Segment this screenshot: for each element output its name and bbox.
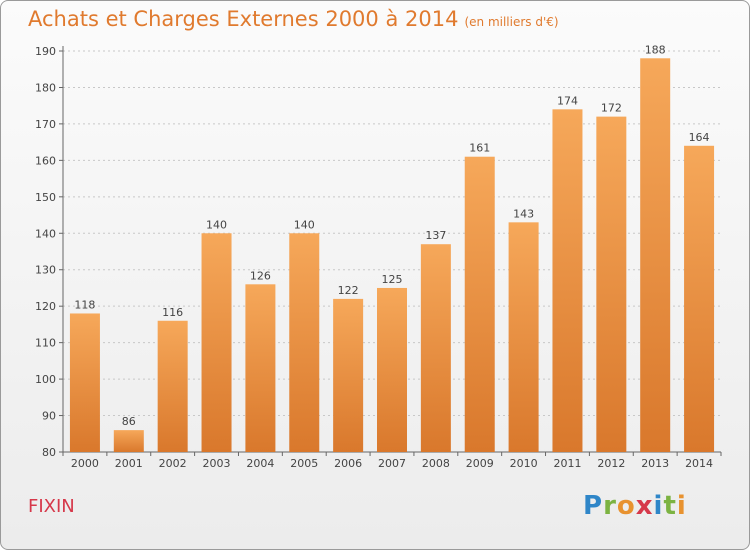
y-tick-label: 190 — [35, 45, 56, 58]
bar — [245, 284, 276, 452]
bar — [201, 233, 232, 452]
x-tick-label: 2006 — [334, 457, 362, 470]
commune-name: FIXIN — [28, 496, 75, 517]
x-tick-label: 2014 — [685, 457, 713, 470]
x-tick-label: 2007 — [378, 457, 406, 470]
data-label: 164 — [689, 131, 710, 144]
data-label: 143 — [513, 207, 534, 220]
x-tick-label: 2003 — [203, 457, 231, 470]
data-label: 174 — [557, 94, 578, 107]
x-tick-label: 2011 — [553, 457, 581, 470]
bar — [113, 430, 144, 452]
bar — [684, 145, 715, 453]
y-tick-label: 110 — [35, 337, 56, 350]
bar — [69, 313, 100, 452]
y-tick-label: 180 — [35, 81, 56, 94]
bar — [464, 156, 495, 452]
y-tick-label: 90 — [42, 410, 56, 423]
y-tick-label: 80 — [42, 446, 56, 459]
bar — [552, 109, 583, 452]
bar — [508, 222, 539, 452]
bar — [377, 287, 407, 452]
data-label: 137 — [425, 229, 446, 242]
bar — [640, 58, 671, 453]
data-label: 161 — [469, 142, 490, 155]
value-labels: 118 86 116 140 126 140 122 125 137 161 143 174 172 18… — [74, 43, 709, 428]
y-tick-label: 150 — [35, 191, 56, 204]
data-label: 140 — [206, 218, 227, 231]
x-tick-label: 2002 — [159, 457, 187, 470]
x-tick-label: 2010 — [510, 457, 538, 470]
y-tick-label: 140 — [35, 227, 56, 240]
bars — [69, 58, 715, 453]
chart-subtitle: (en milliers d'€) — [464, 15, 559, 29]
bar — [333, 298, 364, 452]
y-tick-label: 130 — [35, 264, 56, 277]
x-tick-label: 2012 — [597, 457, 625, 470]
x-tick-label: 2009 — [466, 457, 494, 470]
data-label: 140 — [294, 218, 315, 231]
data-label: 86 — [122, 415, 136, 428]
x-tick-label: 2001 — [115, 457, 143, 470]
chart-title-text: Achats et Charges Externes 2000 à 2014 — [28, 7, 459, 31]
x-tick-label: 2000 — [71, 457, 99, 470]
proxiti-logo: Proxiti — [583, 491, 687, 521]
y-tick-label: 100 — [35, 373, 56, 386]
bar — [157, 320, 188, 452]
y-tick-label: 160 — [35, 154, 56, 167]
data-label: 188 — [645, 43, 666, 56]
x-tick-label: 2008 — [422, 457, 450, 470]
data-label: 122 — [338, 284, 359, 297]
bar — [420, 244, 451, 452]
bar — [289, 233, 320, 452]
x-tick-label: 2005 — [290, 457, 318, 470]
y-tick-label: 120 — [35, 300, 56, 313]
x-tick-label: 2004 — [246, 457, 274, 470]
bar — [596, 116, 627, 453]
data-label: 126 — [250, 269, 271, 282]
data-label: 116 — [162, 306, 183, 319]
data-label: 125 — [382, 273, 403, 286]
data-label: 172 — [601, 102, 622, 115]
y-tick-label: 170 — [35, 118, 56, 131]
chart-title: Achats et Charges Externes 2000 à 2014 (e… — [28, 7, 559, 31]
data-label: 118 — [74, 298, 95, 311]
x-tick-label: 2013 — [641, 457, 669, 470]
